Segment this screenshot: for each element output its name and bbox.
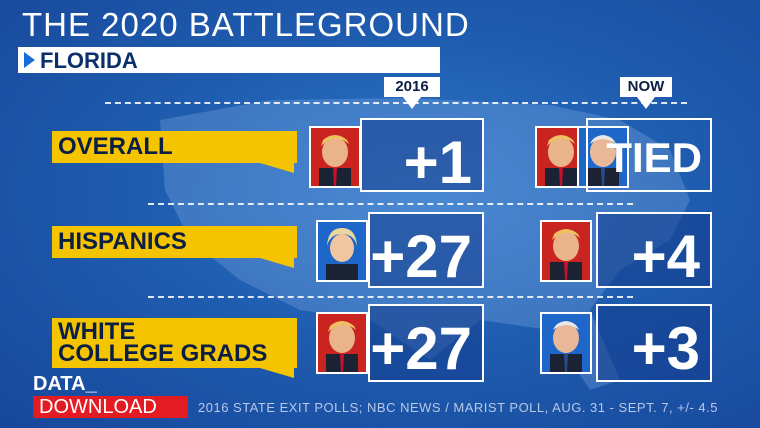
value-box-2016: +27	[368, 304, 484, 382]
brand-data: DATA_	[33, 373, 97, 395]
state-name: FLORIDA	[40, 48, 138, 73]
column-now-header: NOW	[620, 77, 672, 97]
source-note: 2016 STATE EXIT POLLS; NBC NEWS / MARIST…	[198, 400, 718, 415]
candidate-photo-rep	[309, 126, 361, 188]
value-box-now: TIED	[586, 118, 712, 192]
divider	[148, 296, 633, 298]
divider	[148, 203, 633, 205]
candidate-photo-rep	[540, 220, 592, 282]
candidate-photo-dem	[577, 126, 629, 188]
column-2016-header: 2016	[384, 77, 440, 97]
candidate-photo-rep	[316, 312, 368, 374]
play-arrow-icon	[24, 52, 35, 68]
value-box-now: +4	[596, 212, 712, 290]
row-label-overall: OVERALL	[52, 131, 297, 163]
candidate-photo-dem	[316, 220, 368, 282]
row-label-white-college-grads: WHITE COLLEGE GRADS	[52, 318, 297, 368]
value-now: TIED	[606, 134, 702, 181]
label-tail	[260, 163, 294, 173]
label-tail	[260, 368, 294, 378]
label-line: WHITE	[58, 318, 136, 345]
value-now: +3	[631, 315, 700, 382]
label-line: COLLEGE GRADS	[58, 340, 268, 367]
value-2016: +27	[370, 315, 472, 382]
row-label-hispanics: HISPANICS	[52, 226, 297, 258]
value-2016: +27	[370, 223, 472, 290]
value-box-2016: +1	[360, 118, 484, 196]
state-banner	[18, 47, 440, 73]
candidate-photo-dem	[540, 312, 592, 374]
page-title: THE 2020 BATTLEGROUND	[22, 6, 470, 43]
value-box-now: +3	[596, 304, 712, 382]
brand-download: DOWNLOAD	[33, 396, 188, 418]
value-box-2016: +27	[368, 212, 484, 290]
value-now: +4	[631, 223, 700, 290]
label-tail	[260, 258, 294, 268]
value-2016: +1	[403, 129, 472, 196]
divider	[105, 102, 687, 104]
